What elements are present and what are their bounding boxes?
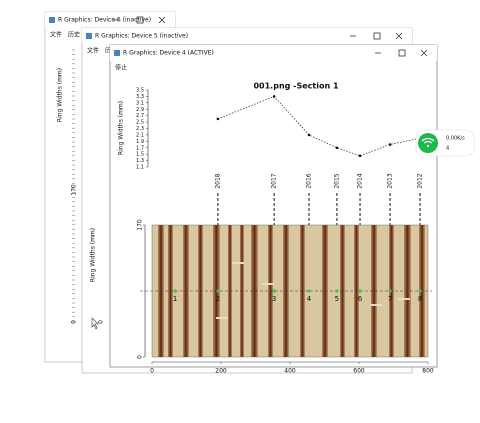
ring-point-label: 3 [272, 295, 276, 303]
year-label: 2016 [305, 173, 312, 188]
wifi-icon [418, 133, 438, 153]
wood-mark [216, 317, 228, 319]
close-button[interactable] [395, 32, 403, 40]
y-tick-label: 2.9 [136, 107, 144, 113]
ring-point [335, 289, 339, 293]
wood-mark [262, 283, 274, 285]
ring-point [418, 289, 422, 293]
ring-point [216, 289, 220, 293]
window-title: R Graphics: Device 5 (inactive) [95, 33, 188, 40]
y-tick-label: 3.3 [136, 94, 144, 100]
wood-mark [370, 304, 382, 306]
y-tick-label: 2.7 [136, 113, 144, 119]
y-tick-label: 1.1 [136, 165, 144, 171]
window-title: R Graphics: Device 6 (inactive) [58, 17, 151, 24]
net-count: 4 [446, 146, 449, 152]
app-icon [114, 50, 120, 56]
y-tick-label: 0 [98, 320, 105, 324]
y-tick-label: 2.5 [136, 120, 144, 126]
y-tick-label: 3.5 [136, 88, 144, 94]
ring-stripe [371, 225, 377, 357]
title-bar [45, 12, 175, 28]
menu-item[interactable]: 文件 [50, 31, 62, 39]
x-tick-label: 800 [422, 368, 434, 375]
menu-item[interactable]: 停止 [115, 64, 127, 72]
maximize-button[interactable] [373, 32, 381, 40]
ring-stripe [251, 225, 258, 357]
ring-point-label: 1 [173, 295, 177, 303]
y-axis-label: Ring Widths (mm) [57, 68, 64, 122]
app-icon [49, 17, 55, 23]
ring-point-label: 4 [307, 295, 312, 303]
title-bar [110, 45, 437, 61]
ring-point-label: 8 [418, 295, 422, 303]
y-tick-label: 1.7 [136, 145, 144, 151]
title-bar [82, 28, 412, 44]
y-tick-label: 1.9 [136, 139, 144, 145]
y-tick-label: 3.1 [136, 100, 144, 106]
y-tick-label: 170 [137, 219, 144, 231]
data-point [388, 143, 392, 146]
close-button[interactable] [158, 16, 166, 24]
y-tick-label: 0 [71, 320, 78, 324]
year-label: 2015 [333, 173, 340, 188]
y-tick-label: 1.3 [136, 158, 144, 164]
x-tick-label: 600 [353, 368, 365, 375]
ring-point-label: 6 [358, 295, 363, 303]
ring-point [173, 289, 177, 293]
app-icon [86, 33, 92, 39]
data-point [335, 146, 339, 150]
wood-mark [232, 262, 244, 264]
data-point [272, 95, 276, 98]
net-speed: 0.00K/s [446, 136, 465, 142]
x-tick-label: 400 [284, 368, 296, 375]
menu-item[interactable]: 历史 [68, 31, 80, 39]
year-label: 2013 [387, 173, 394, 188]
chart-title: 001.png -Section 1 [253, 82, 338, 91]
x-tick-label: 200 [215, 368, 227, 375]
ring-point-label: 5 [335, 295, 339, 303]
data-point [216, 117, 220, 121]
y-axis-label: Ring Widths (mm) [90, 228, 97, 282]
year-label: 2014 [357, 173, 364, 188]
ring-point-label: 7 [388, 295, 392, 303]
ring-point [307, 289, 311, 293]
ring-point [388, 289, 392, 293]
ring-point [272, 289, 276, 293]
y-axis-label: Ring Widths (mm) [118, 101, 125, 155]
cursor [91, 317, 99, 330]
data-point [358, 154, 362, 158]
data-point [307, 133, 311, 137]
y-tick-label: 0 [137, 355, 144, 359]
wood-mark [398, 298, 410, 300]
wifi-dot [426, 144, 430, 148]
maximize-button[interactable] [398, 49, 406, 57]
year-label: 2017 [271, 173, 278, 188]
y-tick-label: 170 [71, 184, 78, 196]
window-title: R Graphics: Device 4 (ACTIVE) [123, 50, 214, 57]
y-tick-label: 2.3 [136, 126, 144, 132]
menu-item[interactable]: 文件 [87, 47, 99, 55]
year-label: 2012 [417, 173, 424, 188]
ring-point [358, 289, 362, 293]
x-tick-label: 0 [150, 368, 154, 375]
ring-point-label: 2 [216, 295, 220, 303]
year-label: 2018 [214, 173, 221, 188]
close-button[interactable] [420, 49, 428, 57]
y-tick-label: 1.5 [136, 152, 144, 158]
maximize-button[interactable] [136, 16, 144, 24]
y-tick-label: 2.1 [136, 132, 144, 138]
wifi-symbol [421, 137, 435, 144]
